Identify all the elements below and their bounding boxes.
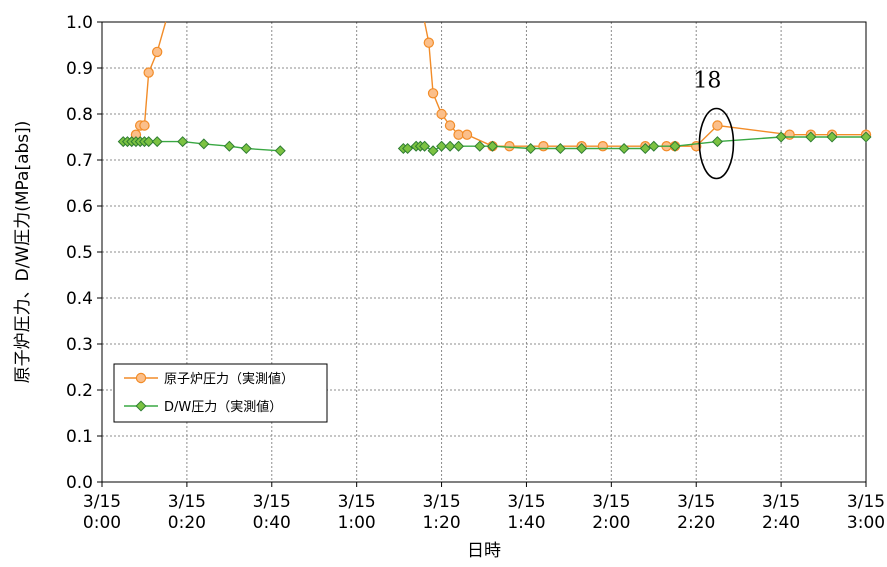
data-point [177,136,189,148]
x-axis-title: 日時 [467,541,501,561]
data-point [669,140,681,152]
data-point [453,129,464,140]
legend-swatch-marker [135,400,147,412]
x-tick-label: 3/15 0:40 [253,492,291,533]
data-point [711,136,723,148]
data-point [486,140,498,152]
y-axis-title: 原子炉圧力、D/W圧力(MPa[abs]) [13,121,33,384]
data-point [453,140,465,152]
y-tick-label: 0.8 [66,105,93,125]
data-point [538,140,549,152]
data-point [597,140,609,152]
data-point [474,140,486,152]
data-point [444,120,456,131]
y-tick-label: 0.3 [66,335,93,355]
annotation-label: 18 [693,69,721,94]
y-tick-label: 0.0 [66,473,93,493]
y-tick-label: 0.6 [66,197,93,217]
x-tick-label: 3/15 2:00 [592,492,630,533]
series-layer [117,21,872,157]
y-tick-label: 0.5 [66,243,93,263]
data-point [784,129,795,140]
data-point [805,131,817,143]
data-point [648,140,660,152]
data-point [618,142,630,155]
data-point [423,37,435,48]
annotation-ellipse [698,107,735,180]
data-point [151,46,163,58]
legend-label: D/W圧力（実測値） [164,399,282,415]
data-point [525,142,537,155]
data-point [143,67,154,78]
x-tick-label: 3/15 0:20 [168,492,206,533]
x-tick-label: 3/15 3:00 [847,492,885,533]
data-point [198,138,210,150]
y-tick-label: 0.7 [66,151,93,171]
data-point [436,108,447,120]
series-dw-pressure [117,131,872,157]
legend-swatch-marker [135,372,147,384]
data-point [826,131,838,143]
grid-lines [102,22,866,482]
data-point [775,131,787,143]
y-axis-ticks: 0.0 0.1 0.2 0.3 0.4 0.5 0.6 0.7 0.8 0.9 1.0 [66,13,102,493]
x-tick-label: 3/15 1:00 [338,492,376,533]
x-tick-label: 3/15 1:20 [422,492,460,533]
data-point [436,140,448,152]
y-tick-label: 0.1 [66,427,93,447]
data-point [274,145,286,157]
x-tick-label: 3/15 2:20 [677,492,715,533]
legend-box [113,363,328,423]
x-tick-label: 3/15 1:40 [507,492,545,533]
data-point [461,129,473,140]
y-tick-label: 1.0 [66,13,93,33]
x-tick-label: 3/15 2:40 [762,492,800,533]
data-point [419,140,431,152]
data-point [427,88,439,99]
y-tick-label: 0.9 [66,59,93,79]
legend-label: 原子炉圧力（実測値） [164,371,294,387]
data-point [554,142,566,155]
y-tick-label: 0.2 [66,381,93,401]
data-point [223,140,235,152]
data-point [143,136,155,148]
data-point [639,142,651,155]
y-tick-label: 0.4 [66,289,93,309]
data-point [240,142,252,155]
x-tick-label: 3/15 0:00 [83,492,121,533]
annotation-18: 18 [693,69,735,180]
data-point [151,136,163,148]
legend: 原子炉圧力（実測値） D/W圧力（実測値） [113,363,328,423]
data-point [427,145,439,157]
data-point [444,140,456,152]
data-point [712,120,723,131]
series-reactor-pressure [130,21,872,152]
data-point [576,142,588,155]
data-point [139,120,150,131]
data-point [860,131,872,143]
x-axis-ticks: 3/15 0:00 3/15 0:20 3/15 0:40 3/15 1:00 3/15 1:20… [83,482,885,533]
data-point [504,140,515,152]
data-point [402,142,414,155]
